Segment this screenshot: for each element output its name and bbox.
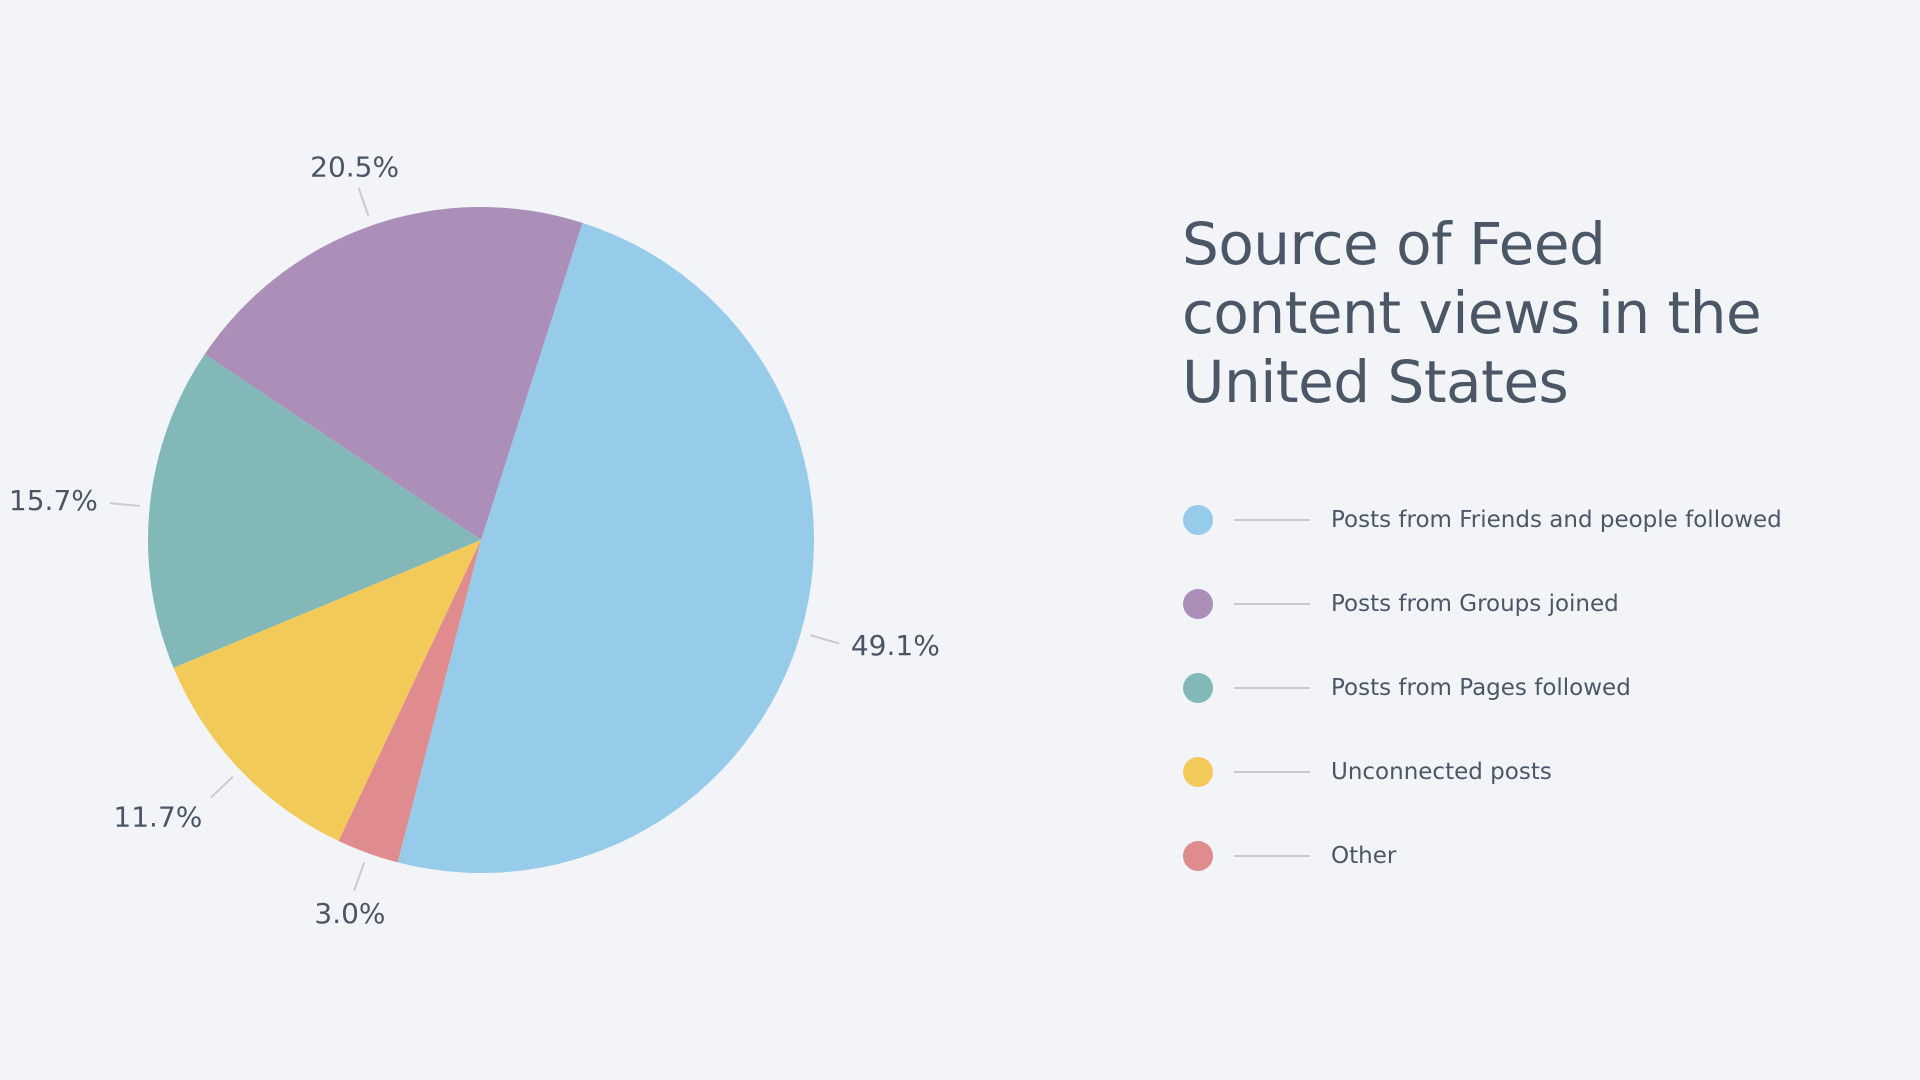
legend-connector-line	[1234, 855, 1310, 857]
legend-connector-line	[1234, 687, 1310, 689]
pie-slices	[148, 206, 815, 874]
legend-swatch	[1183, 841, 1213, 871]
label-leader-line	[810, 634, 840, 645]
slice-percent-label: 11.7%	[113, 800, 202, 833]
chart-title: Source of Feed content views in the Unit…	[1182, 210, 1762, 416]
label-leader-line	[210, 775, 234, 799]
legend-swatch	[1183, 673, 1213, 703]
slice-percent-label: 20.5%	[310, 150, 399, 183]
legend-swatch	[1183, 505, 1213, 535]
slice-percent-label: 15.7%	[9, 484, 98, 517]
legend-label: Unconnected posts	[1331, 759, 1552, 785]
legend-swatch	[1183, 589, 1213, 619]
legend-item-pages: Posts from Pages followed	[1182, 656, 1882, 740]
pie-slice	[338, 540, 481, 863]
legend-item-groups: Posts from Groups joined	[1182, 572, 1882, 656]
legend-connector-line	[1234, 519, 1310, 521]
legend-label: Other	[1331, 843, 1397, 869]
label-leader-line	[109, 502, 140, 508]
pie-slice	[397, 222, 815, 874]
legend: Posts from Friends and people followed P…	[1182, 488, 1882, 908]
legend-item-friends: Posts from Friends and people followed	[1182, 488, 1882, 572]
pie-slice	[204, 206, 583, 541]
pie-slice	[173, 540, 481, 842]
legend-swatch	[1183, 757, 1213, 787]
pie-labels: 49.1% 20.5% 15.7% 11.7% 3.0%	[9, 150, 940, 929]
slice-percent-label: 3.0%	[314, 897, 385, 930]
label-leader-line	[353, 862, 366, 892]
legend-connector-line	[1234, 771, 1310, 773]
legend-connector-line	[1234, 603, 1310, 605]
slice-percent-label: 49.1%	[851, 629, 940, 662]
pie-slice	[148, 354, 481, 668]
legend-item-other: Other	[1182, 824, 1882, 908]
label-leader-line	[357, 187, 370, 217]
legend-item-unconnected: Unconnected posts	[1182, 740, 1882, 824]
legend-label: Posts from Pages followed	[1331, 675, 1631, 701]
legend-label: Posts from Friends and people followed	[1331, 507, 1782, 533]
legend-label: Posts from Groups joined	[1331, 591, 1619, 617]
